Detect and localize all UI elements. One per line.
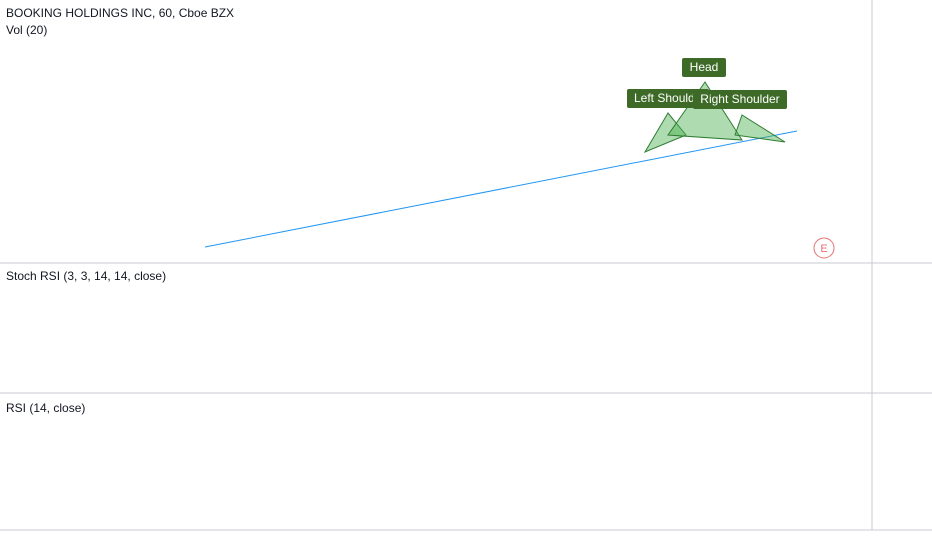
indicator-title: RSI (14, close)	[6, 401, 85, 415]
trend-line	[204, 130, 798, 248]
annotation: Right Shoulder	[700, 92, 779, 106]
event-marker[interactable]	[813, 237, 835, 259]
annotation-box	[627, 89, 709, 108]
right-shoulder-shape	[734, 114, 786, 143]
annotation: Head	[690, 60, 719, 74]
indicator-title: Vol (20)	[6, 23, 47, 37]
annotation: Left Shoulder	[634, 91, 705, 105]
annotation-box	[682, 58, 726, 77]
head-shape	[667, 81, 743, 141]
annotation-box	[693, 90, 787, 109]
left-shoulder-shape	[643, 112, 687, 154]
indicator-title: Stoch RSI (3, 3, 14, 14, close)	[6, 269, 166, 283]
event-marker-label[interactable]: E	[820, 243, 827, 255]
chart-title: BOOKING HOLDINGS INC, 60, Cboe BZX	[6, 6, 234, 20]
